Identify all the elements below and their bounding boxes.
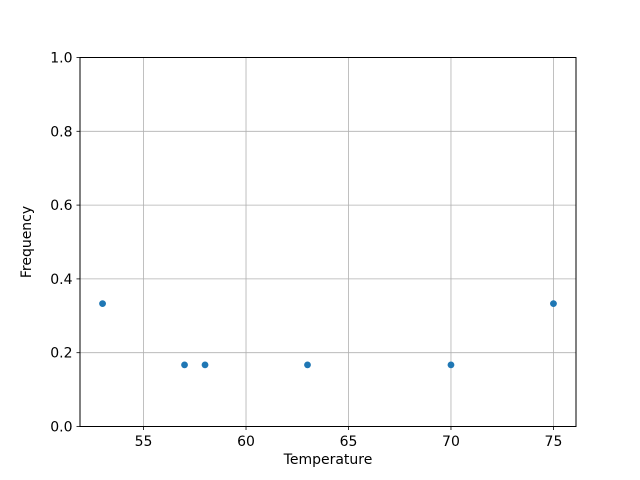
x-tick-label: 70 (442, 434, 460, 450)
x-tick-label: 55 (135, 434, 153, 450)
x-axis-label: Temperature (283, 452, 373, 468)
x-tick-label: 60 (237, 434, 255, 450)
data-point (447, 361, 455, 369)
y-tick-label: 0.8 (50, 124, 72, 140)
x-tick-label: 65 (340, 434, 358, 450)
plot-area (80, 57, 576, 427)
axes-border (79, 57, 577, 427)
y-axis-label: Frequency (19, 206, 35, 278)
y-tick-label: 0.4 (50, 272, 72, 288)
data-point (99, 300, 106, 308)
data-point (181, 361, 188, 369)
y-tick-label: 0.0 (50, 420, 72, 436)
x-tick-label: 75 (545, 434, 563, 450)
y-tick-label: 1.0 (50, 51, 72, 67)
y-tick-label: 0.2 (50, 346, 72, 362)
data-point (304, 361, 311, 369)
data-point (550, 300, 557, 308)
data-point (201, 361, 209, 369)
y-tick-label: 0.6 (50, 198, 72, 214)
